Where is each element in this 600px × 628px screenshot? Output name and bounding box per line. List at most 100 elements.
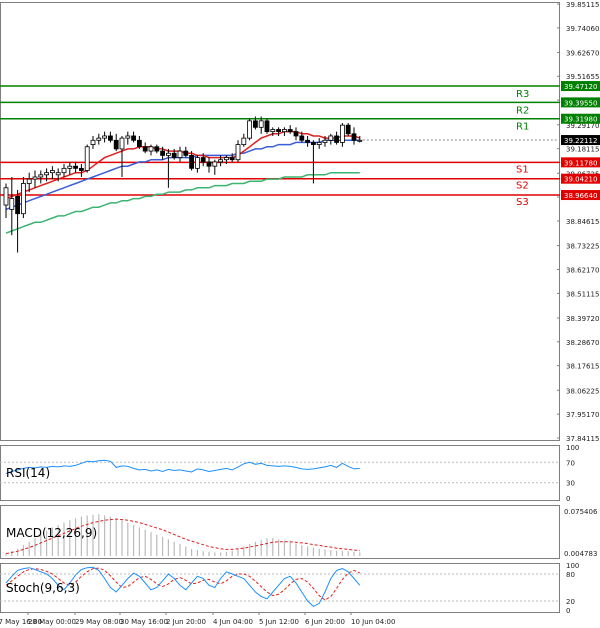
candle: [206, 157, 212, 173]
x-tick-label: 30 May 16:00: [120, 618, 168, 626]
level-name-label: R2: [516, 105, 529, 116]
candle-body: [9, 198, 15, 210]
panel-frame-stoch: [0, 563, 560, 613]
candle: [339, 123, 345, 147]
macd-signal-line: [5, 518, 360, 555]
candle-body: [252, 120, 258, 128]
ma-slow-line: [5, 171, 360, 234]
candle: [84, 144, 90, 173]
candle: [32, 170, 38, 188]
rsi-line: [5, 459, 360, 474]
panel-frame-macd: [0, 505, 560, 559]
candle-body: [44, 172, 49, 176]
candle: [108, 131, 113, 143]
level-name-label: S3: [516, 197, 529, 208]
candle: [200, 153, 206, 167]
candle-body: [67, 165, 73, 169]
candle: [322, 135, 328, 147]
candle-body: [194, 157, 200, 169]
level-name-label: S1: [516, 164, 529, 175]
candle-body: [102, 135, 107, 139]
stoch-tick-label: 20: [566, 598, 575, 606]
candle-body: [235, 144, 241, 161]
candle: [131, 131, 137, 143]
candle-body: [334, 135, 340, 143]
candle: [258, 116, 264, 134]
candle-body: [357, 139, 363, 142]
candle-body: [73, 165, 78, 169]
price-tick-label: 39.18115: [566, 146, 599, 154]
candle: [334, 131, 340, 145]
x-tick-label: 4 Jun 04:00: [213, 618, 253, 626]
candle-body: [148, 146, 154, 152]
macd-tick-label: 0.075406: [564, 508, 598, 516]
candle-body: [131, 135, 137, 141]
price-tick-label: 39.51655: [566, 73, 599, 81]
candle: [50, 166, 55, 180]
candle: [73, 161, 78, 173]
candle-body: [200, 157, 206, 163]
candle: [212, 159, 218, 175]
price-tick-label: 38.84615: [566, 218, 599, 226]
candle-body: [183, 150, 189, 156]
candle: [328, 133, 334, 145]
candle: [125, 131, 131, 145]
candle-body: [160, 150, 166, 156]
level-price-label: 39.31980: [564, 116, 597, 124]
candle: [154, 144, 160, 154]
price-tick-label: 39.74060: [566, 25, 599, 33]
candle-body: [108, 135, 113, 141]
level-label-box-s3: [561, 190, 600, 201]
level-label-box-s1: [561, 157, 600, 168]
stoch-tick-label: 100: [566, 562, 579, 570]
candle: [264, 118, 270, 134]
candle: [316, 138, 322, 149]
candle: [276, 127, 282, 136]
price-tick-label: 39.29170: [566, 122, 599, 130]
candle-body: [310, 142, 316, 145]
candle-body: [223, 157, 229, 161]
candle: [189, 151, 195, 171]
candle: [171, 148, 177, 160]
candle: [305, 135, 311, 147]
candle-body: [20, 183, 26, 215]
candle-body: [119, 137, 125, 150]
candle-body: [136, 139, 142, 148]
candle: [119, 135, 125, 177]
level-name-label: R3: [516, 89, 529, 100]
candle-body: [229, 157, 235, 161]
candle: [357, 135, 363, 143]
candle: [281, 127, 287, 136]
level-price-label: 38.96640: [564, 192, 597, 200]
candle: [20, 176, 26, 219]
candle-body: [316, 142, 322, 145]
candle-body: [206, 161, 212, 167]
candle-body: [299, 135, 305, 141]
candle-body: [345, 124, 351, 135]
x-tick-label: 29 May 08:00: [75, 618, 123, 626]
rsi-tick-label: 0: [566, 495, 570, 503]
candle-body: [328, 135, 334, 141]
candle-body: [264, 120, 270, 133]
candle-body: [26, 178, 32, 184]
level-price-label: 39.39550: [564, 99, 597, 107]
candle: [67, 161, 73, 175]
candle-body: [15, 196, 21, 215]
x-tick-label: 28 May 00:00: [28, 618, 76, 626]
stoch-label: Stoch(9,6,3): [6, 581, 80, 595]
candle: [113, 133, 119, 152]
candle-body: [142, 146, 148, 152]
candle: [9, 176, 15, 236]
candle: [218, 155, 224, 167]
candle: [102, 131, 107, 143]
stoch-tick-label: 80: [566, 571, 575, 579]
level-price-label: 39.11780: [564, 159, 597, 167]
price-tick-label: 38.28670: [566, 339, 599, 347]
candle-body: [241, 137, 247, 145]
candle: [194, 155, 200, 173]
candle: [38, 170, 44, 184]
x-tick-label: 27 May 16:00: [0, 618, 42, 626]
candle-body: [113, 139, 119, 150]
x-tick-label: 10 Jun 04:00: [351, 618, 395, 626]
